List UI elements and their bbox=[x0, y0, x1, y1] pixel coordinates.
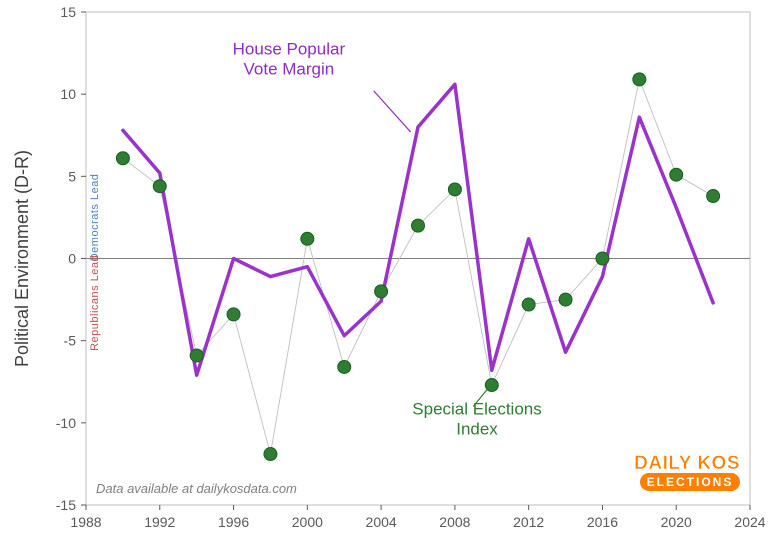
special-elections-marker bbox=[375, 285, 388, 298]
special-elections-marker bbox=[190, 349, 203, 362]
y-tick-label: -5 bbox=[64, 333, 77, 349]
y-tick-label: 5 bbox=[68, 168, 76, 184]
special-elections-marker bbox=[707, 190, 720, 203]
special-elections-marker bbox=[522, 298, 535, 311]
special-elections-marker bbox=[227, 308, 240, 321]
y-tick-label: 0 bbox=[68, 251, 76, 267]
special-elections-marker bbox=[338, 360, 351, 373]
x-tick-label: 2016 bbox=[587, 514, 618, 530]
special-elections-marker bbox=[596, 252, 609, 265]
chart-container: -15 -10 -5 0 5 10 15 1988 1992 1996 2000 2004 2008 20… bbox=[0, 0, 768, 543]
x-tick-label: 2004 bbox=[366, 514, 397, 530]
x-tick-label: 2000 bbox=[292, 514, 323, 530]
x-tick-label: 1996 bbox=[218, 514, 249, 530]
special-elections-marker bbox=[633, 73, 646, 86]
x-tick-label: 2008 bbox=[439, 514, 470, 530]
x-tick-label: 2020 bbox=[661, 514, 692, 530]
special-elections-marker bbox=[301, 232, 314, 245]
special-elections-marker bbox=[559, 293, 572, 306]
republicans-lead-label: Republicans Lead bbox=[89, 255, 101, 351]
special-elections-marker bbox=[116, 152, 129, 165]
special-elections-marker bbox=[264, 448, 277, 461]
y-tick-label: 15 bbox=[60, 4, 76, 20]
y-tick-label: -10 bbox=[56, 415, 76, 431]
house-popular-vote-label: House PopularVote Margin bbox=[233, 40, 346, 79]
special-elections-marker bbox=[448, 183, 461, 196]
brand-logo-sub: ELECTIONS bbox=[647, 475, 734, 489]
y-tick-label: -15 bbox=[56, 497, 76, 513]
special-elections-marker bbox=[670, 168, 683, 181]
chart-svg: -15 -10 -5 0 5 10 15 1988 1992 1996 2000 2004 2008 20… bbox=[0, 0, 768, 543]
x-tick-label: 2012 bbox=[513, 514, 544, 530]
x-tick-label: 2024 bbox=[734, 514, 765, 530]
special-elections-marker bbox=[412, 219, 425, 232]
y-tick-label: 10 bbox=[60, 86, 76, 102]
democrats-lead-label: Democrats Lead bbox=[89, 174, 101, 262]
brand-logo-main: DAILY KOS bbox=[634, 453, 740, 474]
y-axis-title: Political Environment (D-R) bbox=[12, 150, 32, 367]
x-tick-label: 1988 bbox=[70, 514, 101, 530]
data-source-footnote: Data available at dailykosdata.com bbox=[96, 481, 297, 496]
special-elections-marker bbox=[153, 180, 166, 193]
x-tick-label: 1992 bbox=[144, 514, 175, 530]
